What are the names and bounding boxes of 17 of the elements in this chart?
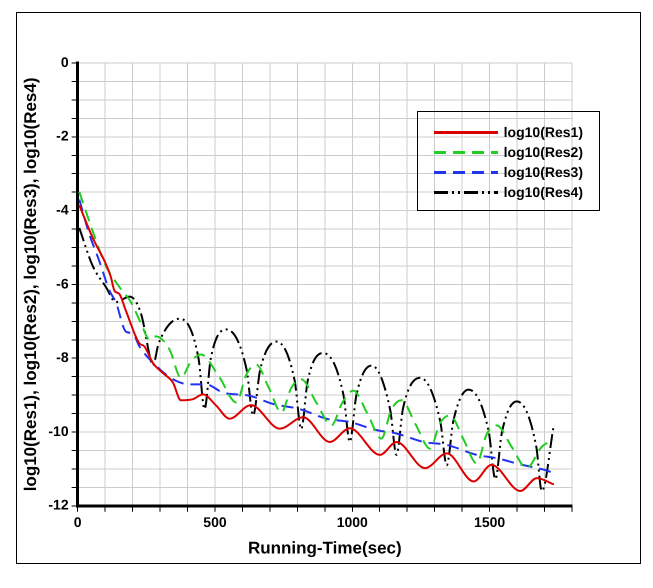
y-tick-label: -4 [56, 201, 69, 218]
legend-label: log10(Res1) [504, 124, 583, 140]
x-axis-title: Running-Time(sec) [248, 538, 402, 558]
y-tick-label: 0 [60, 54, 69, 70]
legend-label: log10(Res2) [504, 144, 583, 160]
x-tick-label: 1500 [474, 514, 506, 530]
y-axis-title: log10(Res1), log10(Res2), log10(Res3), log10(Res4) [20, 78, 40, 492]
x-tick-label: 0 [74, 514, 82, 530]
y-tick-label: -2 [56, 128, 69, 144]
y-tick-label: -6 [56, 275, 69, 292]
y-tick-label: -10 [48, 422, 69, 439]
y-tick-label: -12 [48, 496, 69, 513]
y-tick-label: -8 [56, 349, 69, 366]
legend-label: log10(Res4) [504, 184, 583, 200]
x-tick-label: 1000 [336, 514, 368, 530]
legend-label: log10(Res3) [504, 164, 583, 180]
x-tick-label: 500 [203, 514, 227, 530]
